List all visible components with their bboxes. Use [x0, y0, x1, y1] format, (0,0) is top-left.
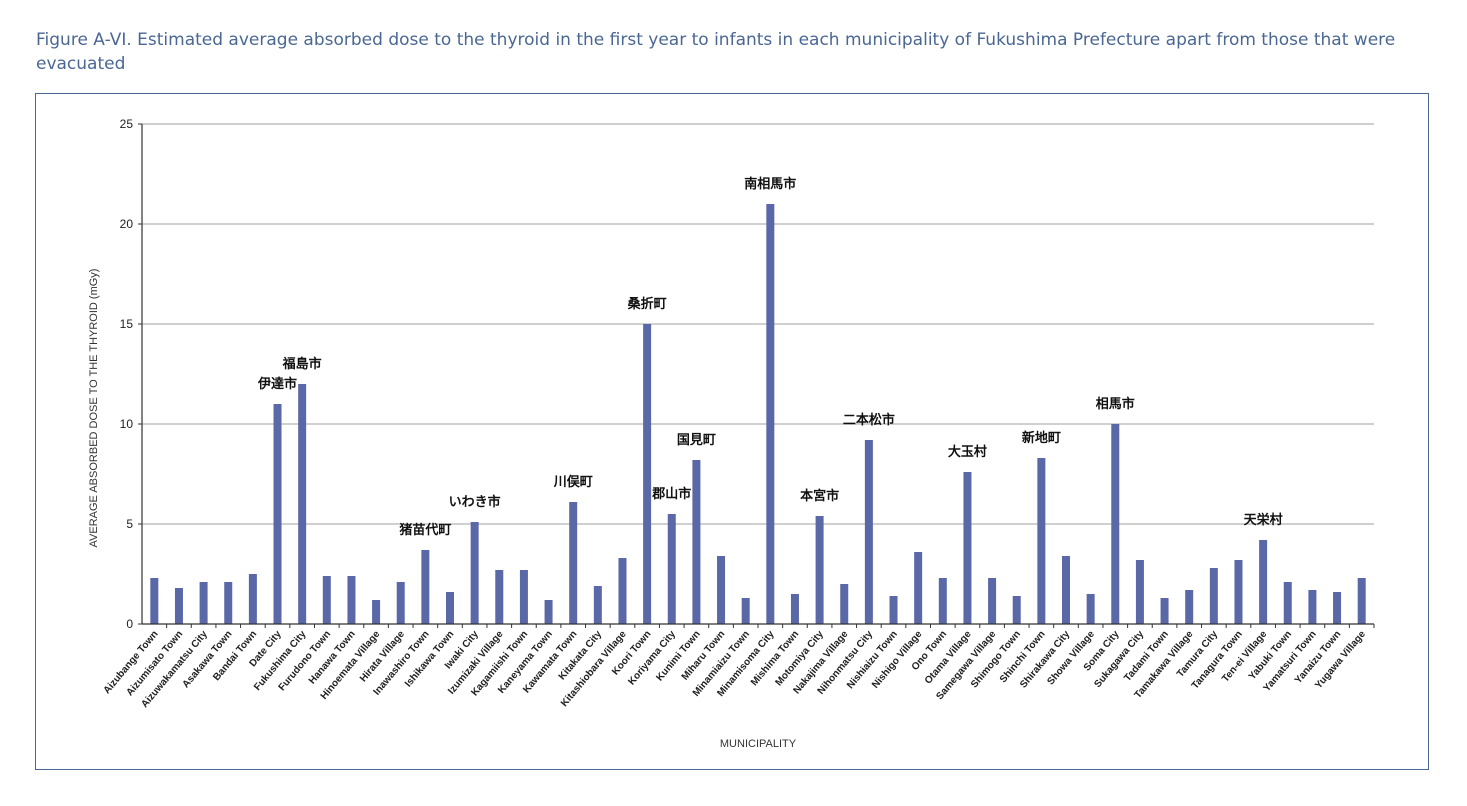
bar	[248, 574, 257, 624]
bar	[1135, 560, 1144, 624]
bar	[790, 594, 799, 624]
bar-annotation: 天栄村	[1244, 512, 1283, 528]
bar	[1308, 590, 1317, 624]
bar	[519, 570, 528, 624]
bar	[174, 588, 183, 624]
bar	[889, 596, 898, 624]
bar	[470, 522, 479, 624]
bar	[815, 516, 824, 624]
bar	[150, 578, 159, 624]
bar	[446, 592, 454, 624]
bar-annotation: いわき市	[449, 494, 501, 510]
bar	[1333, 592, 1342, 624]
bar	[372, 600, 381, 624]
bar	[273, 404, 282, 624]
bar	[766, 204, 775, 624]
y-tick-labels: 0 5 10 15 20 25	[120, 117, 134, 631]
bar-annotation: 本宮市	[800, 488, 839, 504]
bar	[864, 440, 873, 624]
y-axis-title: AVERAGE ABSORBED DOSE TO THE THYROID (mG…	[88, 269, 100, 548]
bar	[1209, 568, 1218, 624]
chart-frame: 伊達市 福島市猪苗代町 いわき市 川俣町 桑折町郡山市 国見町 南相馬市本宮市 二本松市大玉村…	[35, 93, 1429, 770]
bar-annotation: 二本松市	[843, 412, 895, 428]
bar	[618, 558, 627, 624]
bar	[667, 514, 676, 624]
bar	[1185, 590, 1194, 624]
bar	[840, 584, 849, 624]
y-tick-label: 10	[120, 417, 134, 431]
bar	[569, 502, 578, 624]
bar-annotation: 新地町	[1022, 430, 1061, 446]
bar	[938, 578, 947, 624]
bar	[322, 576, 331, 624]
bar	[421, 550, 430, 624]
bar	[298, 384, 307, 624]
bar	[495, 570, 504, 624]
bar-annotation: 相馬市	[1096, 396, 1135, 412]
bar-annotation: 桑折町	[627, 296, 667, 312]
bar	[199, 582, 208, 624]
bar	[643, 324, 652, 624]
bar	[963, 472, 972, 624]
bar	[544, 600, 553, 624]
bar	[593, 586, 602, 624]
bar	[224, 582, 233, 624]
x-axis-title: MUNICIPALITY	[720, 738, 797, 750]
bar	[1037, 458, 1046, 624]
bar-annotation: 国見町	[677, 433, 716, 448]
bar-annotation: 川俣町	[553, 474, 593, 490]
bar	[914, 552, 923, 624]
bar-annotation: 猪苗代町	[398, 522, 451, 538]
bar-annotation: 郡山市	[651, 486, 691, 502]
bar	[1283, 582, 1292, 624]
bar-annotation: 大玉村	[948, 444, 987, 460]
bar	[1259, 540, 1268, 624]
y-tick-label: 25	[120, 117, 134, 131]
y-tick-label: 0	[126, 617, 133, 631]
bar	[741, 598, 750, 624]
axes	[138, 123, 1375, 628]
bar	[1160, 598, 1169, 624]
bar	[1062, 556, 1070, 624]
bar	[1012, 596, 1021, 624]
bar	[1357, 578, 1366, 624]
y-tick-label: 5	[126, 517, 133, 531]
bar	[692, 460, 701, 624]
bar	[1234, 560, 1243, 624]
bar	[717, 556, 726, 624]
bar-annotation: 伊達市	[257, 376, 297, 392]
bars	[150, 204, 1366, 624]
y-tick-label: 20	[120, 217, 134, 231]
bar	[988, 578, 997, 624]
y-tick-label: 15	[120, 317, 134, 331]
bar	[1111, 424, 1120, 624]
bar-annotation: 南相馬市	[744, 176, 796, 192]
bar	[347, 576, 356, 624]
figure-caption: Figure A-VI. Estimated average absorbed …	[36, 30, 1396, 74]
bar	[1086, 594, 1095, 624]
bar	[396, 582, 405, 624]
bar-annotation: 福島市	[282, 356, 322, 372]
gridlines	[142, 123, 1374, 525]
